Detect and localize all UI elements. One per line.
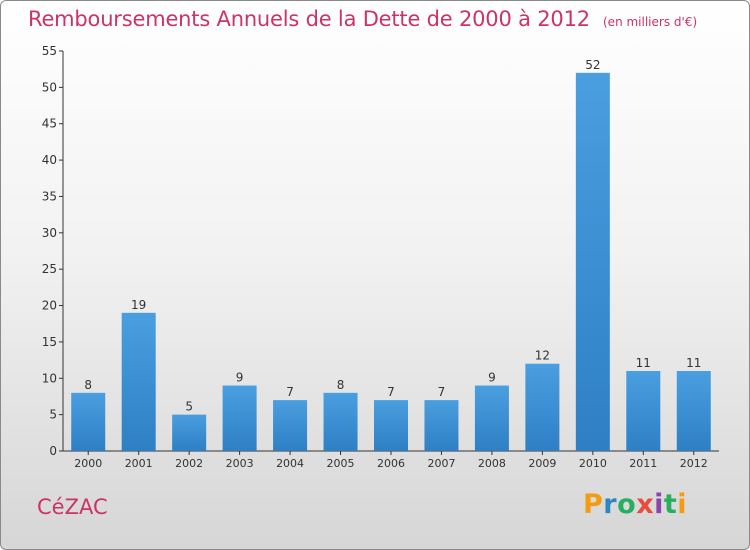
logo-letter: r	[603, 489, 618, 520]
data-label: 7	[387, 385, 395, 399]
data-label: 7	[438, 385, 446, 399]
bar	[525, 363, 560, 451]
bar	[121, 312, 156, 451]
data-label: 8	[337, 378, 345, 392]
bar	[474, 385, 509, 451]
proxiti-logo: Proxiti	[583, 489, 687, 520]
data-label: 8	[84, 378, 92, 392]
logo-letter: o	[617, 489, 637, 520]
x-tick-label: 2002	[175, 457, 203, 470]
data-label: 11	[636, 356, 651, 370]
y-tick-label: 35	[42, 189, 57, 203]
y-tick-label: 20	[42, 299, 57, 313]
y-tick-label: 55	[42, 44, 57, 58]
y-tick-label: 45	[42, 117, 57, 131]
x-tick-label: 2004	[276, 457, 304, 470]
y-tick-label: 50	[42, 80, 57, 94]
x-tick-label: 2006	[377, 457, 405, 470]
data-label: 9	[488, 371, 496, 385]
logo-letter: P	[583, 489, 604, 520]
data-label: 11	[686, 356, 701, 370]
bar	[222, 385, 257, 451]
chart-title: Remboursements Annuels de la Dette de 20…	[28, 7, 590, 31]
data-label: 52	[585, 58, 600, 72]
logo-letter: x	[636, 489, 655, 520]
y-tick-label: 10	[42, 371, 57, 385]
bar	[172, 414, 207, 451]
commune-name: CéZAC	[37, 495, 108, 519]
chart-unit: (en milliers d'€)	[603, 15, 698, 29]
x-tick-label: 2012	[680, 457, 708, 470]
x-tick-label: 2009	[528, 457, 556, 470]
bar	[575, 72, 610, 452]
x-tick-label: 2003	[226, 457, 254, 470]
bar	[676, 371, 711, 451]
y-tick-label: 40	[42, 153, 57, 167]
chart-header: Remboursements Annuels de la Dette de 20…	[28, 7, 697, 31]
y-tick-label: 0	[49, 444, 57, 458]
y-tick-label: 15	[42, 335, 57, 349]
bar	[273, 400, 308, 451]
x-tick-label: 2000	[74, 457, 102, 470]
y-tick-label: 5	[49, 408, 57, 422]
y-tick-label: 30	[42, 226, 57, 240]
x-tick-label: 2007	[427, 457, 455, 470]
y-tick-label: 25	[42, 262, 57, 276]
data-label: 9	[236, 371, 244, 385]
data-label: 5	[185, 400, 193, 414]
x-tick-label: 2005	[327, 457, 355, 470]
bar	[71, 392, 106, 451]
x-tick-label: 2010	[579, 457, 607, 470]
bar	[374, 400, 408, 451]
bar	[626, 371, 661, 451]
data-label: 19	[131, 298, 146, 312]
data-label: 7	[286, 385, 294, 399]
logo-letter: t	[663, 489, 678, 520]
bar	[323, 392, 358, 451]
logo-letter: i	[654, 489, 664, 520]
x-tick-label: 2008	[478, 457, 506, 470]
data-label: 12	[535, 349, 550, 363]
x-tick-label: 2011	[629, 457, 657, 470]
x-tick-label: 2001	[125, 457, 153, 470]
bar-chart: 0 5 10 15 20 25 30 35 40 45 50 55 2000 8 2001 19 2002 5 20…	[42, 44, 719, 470]
logo-letter: i	[677, 489, 688, 520]
bar	[424, 400, 459, 451]
